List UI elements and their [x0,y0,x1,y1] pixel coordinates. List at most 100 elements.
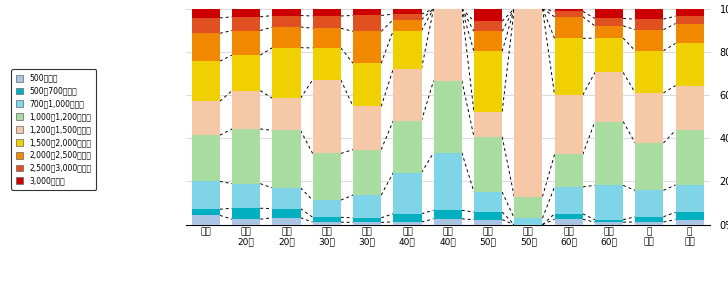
Bar [191,9,220,18]
Bar [393,173,422,214]
Bar [393,14,422,20]
Bar [474,51,502,112]
Bar [474,220,502,225]
Bar [676,86,704,130]
Bar [272,16,301,27]
Bar [272,130,301,188]
Bar [595,122,623,185]
Bar [434,210,462,219]
Bar [555,17,583,38]
Bar [676,220,704,225]
Bar [676,9,704,16]
Bar [393,121,422,173]
Bar [676,16,704,24]
Bar [393,222,422,225]
Bar [636,143,663,190]
Bar [474,137,502,192]
Bar [555,187,583,214]
Bar [272,209,301,218]
Bar [595,26,623,38]
Bar [191,61,220,101]
Bar [232,208,260,219]
Bar [232,184,260,208]
Bar [474,212,502,220]
Bar [353,218,381,222]
Bar [272,27,301,48]
Bar [272,188,301,209]
Bar [232,31,260,55]
Bar [434,153,462,210]
Bar [514,218,542,225]
Bar [353,16,381,31]
Bar [555,11,583,17]
Bar [312,48,341,80]
Bar [474,9,502,21]
Bar [474,112,502,137]
Bar [676,212,704,220]
Bar [636,51,663,93]
Bar [434,219,462,225]
Bar [595,18,623,26]
Bar [191,209,220,215]
Bar [636,9,663,19]
Bar [232,9,260,17]
Bar [514,9,542,197]
Bar [353,195,381,218]
Bar [312,80,341,154]
Bar [312,16,341,28]
Bar [393,9,422,14]
Bar [312,9,341,16]
Bar [434,81,462,153]
Bar [676,185,704,212]
Bar [353,149,381,195]
Bar [636,222,663,225]
Bar [555,9,583,11]
Bar [393,69,422,121]
Bar [676,24,704,43]
Bar [272,9,301,16]
Bar [595,185,623,220]
Bar [191,215,220,225]
Bar [232,55,260,91]
Bar [191,181,220,209]
Bar [555,214,583,219]
Bar [555,154,583,187]
Bar [272,218,301,225]
Bar [474,192,502,212]
Bar [353,63,381,106]
Bar [595,222,623,225]
Bar [555,95,583,154]
Bar [636,217,663,222]
Bar [232,91,260,129]
Bar [191,135,220,181]
Bar [514,197,542,218]
Bar [474,21,502,31]
Bar [636,19,663,30]
Bar [676,130,704,185]
Bar [312,28,341,48]
Bar [636,93,663,143]
Bar [312,200,341,217]
Bar [272,48,301,98]
Bar [555,38,583,95]
Bar [393,20,422,31]
Legend: 500円未満, 500～700円未満, 700～1,000円未満, 1,000～1,200円未満, 1,200～1,500円未満, 1,500～2,000円未満: 500円未満, 500～700円未満, 700～1,000円未満, 1,000～… [11,69,96,190]
Bar [272,98,301,130]
Bar [474,31,502,51]
Bar [595,73,623,122]
Bar [232,17,260,31]
Bar [636,190,663,217]
Bar [555,219,583,225]
Bar [353,9,381,16]
Bar [353,31,381,63]
Bar [191,101,220,135]
Bar [312,217,341,222]
Bar [595,220,623,222]
Bar [312,222,341,225]
Bar [191,18,220,33]
Bar [393,31,422,69]
Bar [676,43,704,86]
Bar [353,106,381,149]
Bar [232,129,260,184]
Bar [312,154,341,200]
